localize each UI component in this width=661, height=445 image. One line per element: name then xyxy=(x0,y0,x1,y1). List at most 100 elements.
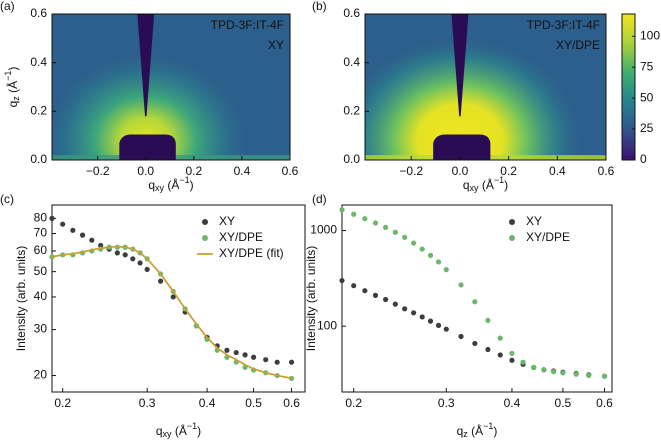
data-point xyxy=(60,221,66,227)
label-part: −1 xyxy=(179,175,189,185)
y-tick-label: 70 xyxy=(34,226,48,240)
panel-label: (b) xyxy=(312,0,327,13)
data-point xyxy=(70,227,76,233)
data-point xyxy=(402,234,408,240)
label-part: z xyxy=(11,96,21,101)
plot-frame xyxy=(364,13,607,161)
data-point xyxy=(224,347,230,353)
data-point xyxy=(392,301,398,307)
label-part: q xyxy=(6,101,20,108)
annotation: TPD-3F:IT-4F xyxy=(527,18,600,32)
y-tick-label: 0.6 xyxy=(30,6,47,20)
data-point xyxy=(233,349,239,356)
data-point xyxy=(560,370,566,376)
data-point xyxy=(372,220,379,226)
data-point xyxy=(402,306,408,312)
x-tick-label: 0.2 xyxy=(500,164,517,178)
fit-line xyxy=(51,245,292,380)
data-point xyxy=(362,216,368,222)
data-point xyxy=(419,246,425,252)
panel-label: (c) xyxy=(0,192,14,206)
data-point xyxy=(485,317,491,323)
x-tick-label: 0.6 xyxy=(283,396,300,410)
data-point xyxy=(288,359,295,365)
diffraction-halo xyxy=(52,53,247,160)
data-point xyxy=(497,335,503,341)
x-axis-label: qz (Å−1) xyxy=(457,421,498,439)
y-tick-label: 80 xyxy=(34,211,48,225)
label-part: (Å xyxy=(164,177,179,192)
legend-swatch xyxy=(202,219,208,225)
legend-label: XY/DPE xyxy=(526,230,570,244)
data-point xyxy=(435,322,442,328)
x-tick-label: 0.6 xyxy=(596,396,613,410)
y-tick-label: 30 xyxy=(34,322,48,336)
colorbar xyxy=(621,13,636,161)
data-point xyxy=(443,326,449,332)
y-axis-label: Intensity (arb. units) xyxy=(304,246,318,351)
data-point xyxy=(114,250,120,256)
legend-swatch xyxy=(202,235,208,241)
y-tick-label: 0.4 xyxy=(343,55,360,69)
label-part: (Å xyxy=(479,177,494,192)
data-point xyxy=(250,354,257,360)
legend-swatch xyxy=(509,219,515,225)
y-tick-label: 100 xyxy=(317,318,337,332)
data-point xyxy=(531,364,537,371)
data-point xyxy=(411,310,417,316)
data-point xyxy=(144,266,150,273)
label-part: q xyxy=(457,424,464,438)
data-point xyxy=(351,211,357,217)
label-part: xy xyxy=(155,183,165,193)
legend-swatch xyxy=(509,235,515,241)
legend-label: XY xyxy=(219,214,235,228)
data-point xyxy=(427,252,434,258)
colorbar-tick-label: 25 xyxy=(640,121,654,135)
data-point xyxy=(383,296,389,303)
data-point xyxy=(509,357,515,363)
data-point xyxy=(458,282,464,288)
plot-frame xyxy=(341,204,613,393)
x-tick-label: 0.4 xyxy=(199,396,216,410)
x-axis-label: qxy (Å−1) xyxy=(148,175,193,193)
x-tick-label: 0.2 xyxy=(185,164,202,178)
data-point xyxy=(520,359,526,365)
label-part: (Å xyxy=(5,81,20,96)
label-part: z xyxy=(463,429,468,439)
beam-wedge xyxy=(451,14,469,117)
x-tick-label: 0.3 xyxy=(139,396,156,410)
data-point xyxy=(435,259,442,265)
x-tick-label: 0.4 xyxy=(234,164,251,178)
x-tick-label: 0.3 xyxy=(438,396,455,410)
colorbar-tick-label: 75 xyxy=(640,59,654,73)
data-point xyxy=(509,350,515,356)
data-point xyxy=(157,278,164,284)
label-part: −1 xyxy=(3,71,13,81)
x-tick-label: 0.6 xyxy=(598,164,615,178)
data-point xyxy=(137,260,143,266)
data-point xyxy=(601,373,608,379)
data-point xyxy=(586,372,592,379)
data-point xyxy=(170,294,176,300)
data-point xyxy=(443,267,449,273)
data-point xyxy=(541,367,547,373)
y-tick-label: 1000 xyxy=(310,223,337,237)
label-part: ) xyxy=(190,178,194,192)
beam-stop xyxy=(433,134,491,160)
y-tick-label: 0.6 xyxy=(343,6,360,20)
x-tick-label: 0.4 xyxy=(549,164,566,178)
y-tick-label: 0.2 xyxy=(30,104,47,118)
x-tick-label: 0.6 xyxy=(282,164,299,178)
beam-wedge xyxy=(137,14,155,117)
data-point xyxy=(339,207,345,213)
data-point xyxy=(89,237,95,243)
data-point xyxy=(339,277,345,284)
y-tick-label: 40 xyxy=(34,289,48,303)
data-point xyxy=(485,346,491,353)
annotation: XY xyxy=(268,38,284,52)
data-point xyxy=(98,242,104,249)
data-point xyxy=(550,369,557,375)
data-point xyxy=(573,371,579,377)
beam-stop xyxy=(119,134,176,160)
